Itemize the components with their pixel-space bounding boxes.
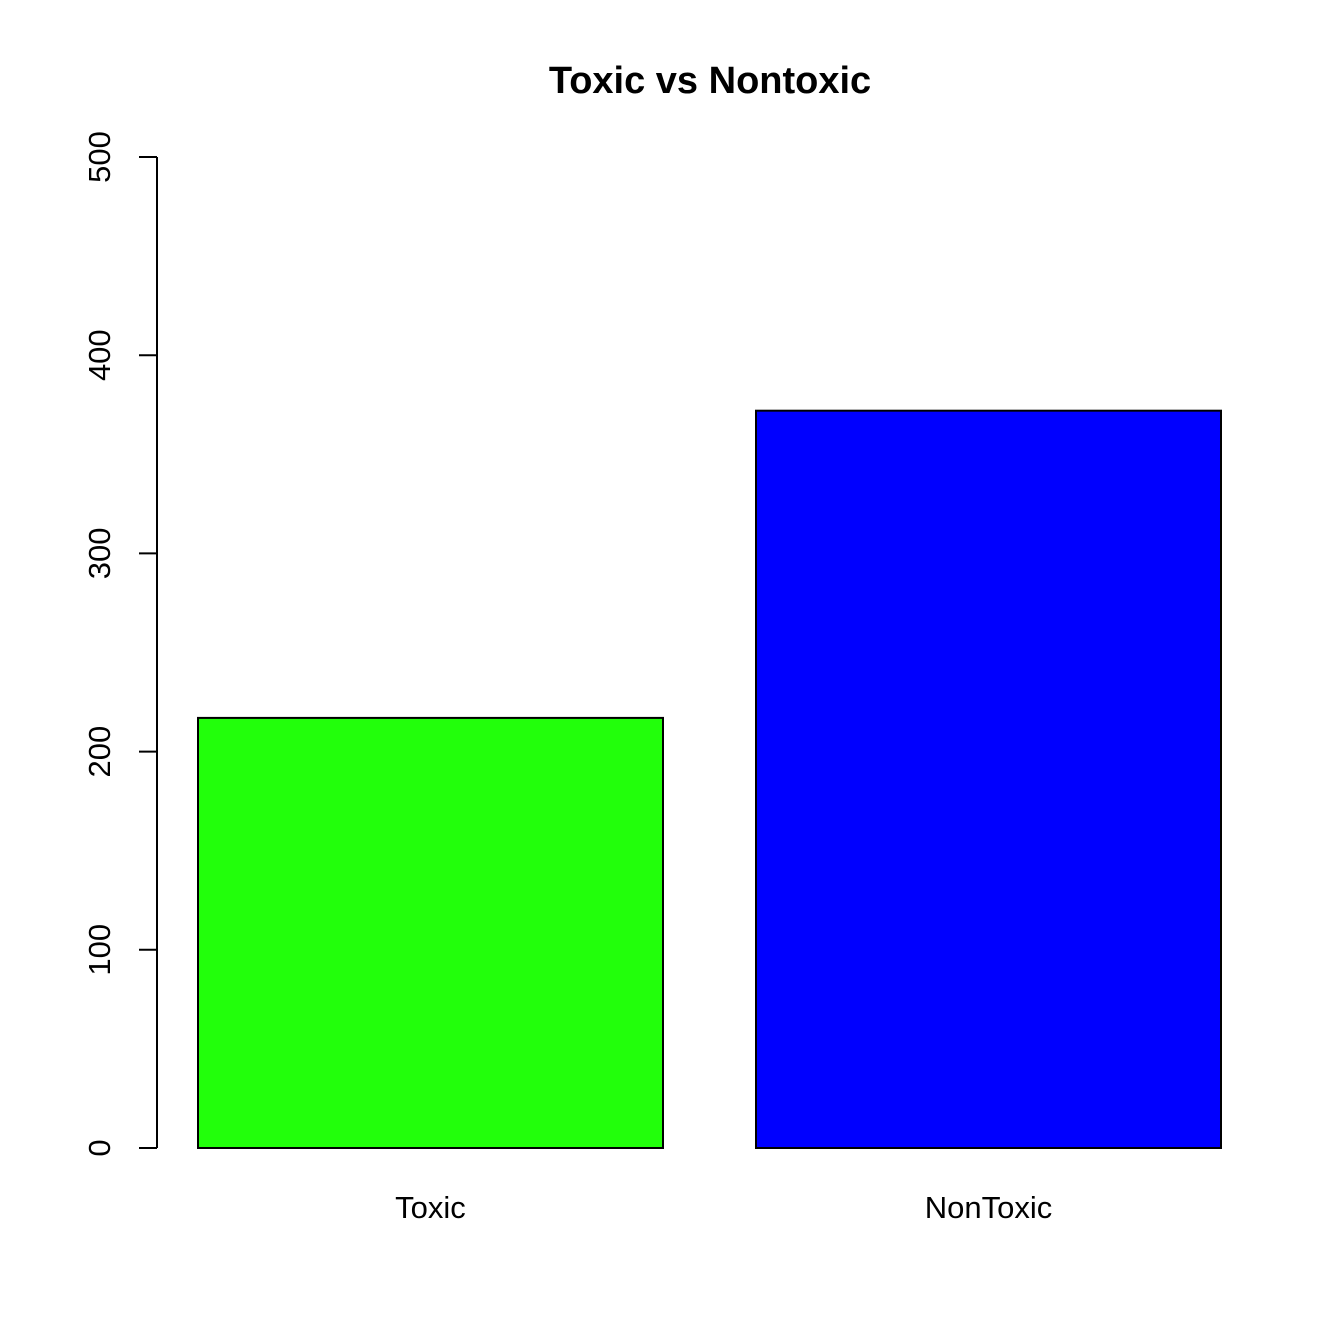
x-tick-label-toxic: Toxic bbox=[395, 1190, 466, 1225]
y-axis: 0 100 200 300 400 500 bbox=[82, 131, 158, 1157]
x-axis-labels: Toxic NonToxic bbox=[395, 1190, 1052, 1225]
bar-nontoxic bbox=[755, 409, 1222, 1150]
y-tick-label-300: 300 bbox=[82, 528, 117, 580]
bar-toxic bbox=[197, 716, 664, 1149]
y-tick-label-200: 200 bbox=[82, 726, 117, 778]
x-tick-label-nontoxic: NonToxic bbox=[925, 1190, 1053, 1225]
chart-title: Toxic vs Nontoxic bbox=[549, 60, 871, 102]
y-tick-label-500: 500 bbox=[82, 131, 117, 183]
y-tick-label-0: 0 bbox=[82, 1139, 117, 1156]
y-tick-label-400: 400 bbox=[82, 329, 117, 381]
bars bbox=[197, 409, 1222, 1150]
y-tick-label-100: 100 bbox=[82, 924, 117, 976]
